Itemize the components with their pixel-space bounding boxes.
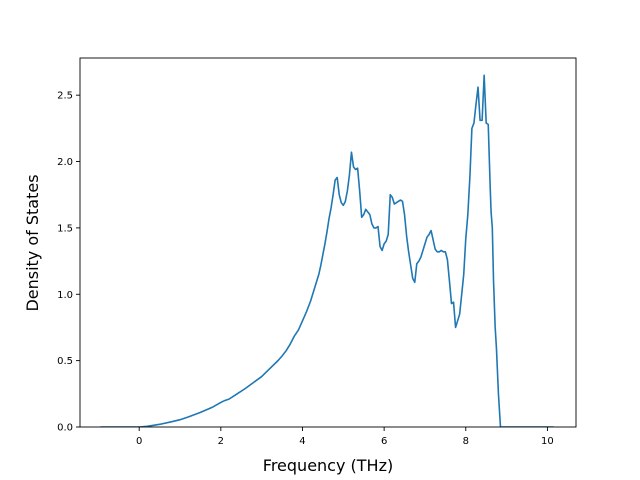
x-axis-label: Frequency (THz) <box>263 456 393 475</box>
x-tick-label: 0 <box>136 436 142 447</box>
y-tick-label: 0.5 <box>57 356 73 367</box>
x-tick-label: 4 <box>299 436 305 447</box>
plot-area <box>100 74 554 427</box>
y-tick-label: 1.0 <box>57 290 73 301</box>
y-axis-label: Density of States <box>23 174 42 311</box>
x-tick-label: 8 <box>463 436 469 447</box>
y-tick-label: 1.5 <box>57 223 73 234</box>
x-tick-label: 6 <box>381 436 387 447</box>
y-tick-label: 0.0 <box>57 423 73 434</box>
y-tick-label: 2.5 <box>57 91 73 102</box>
axes: 0 2 4 6 8 10 0.0 0.5 1.0 1.5 2.0 2.5 <box>57 57 577 447</box>
y-tick-label: 2.0 <box>57 157 73 168</box>
axes-frame <box>79 57 577 428</box>
x-tick-label: 10 <box>541 436 554 447</box>
x-tick-label: 2 <box>218 436 224 447</box>
dos-series-line <box>100 74 554 427</box>
